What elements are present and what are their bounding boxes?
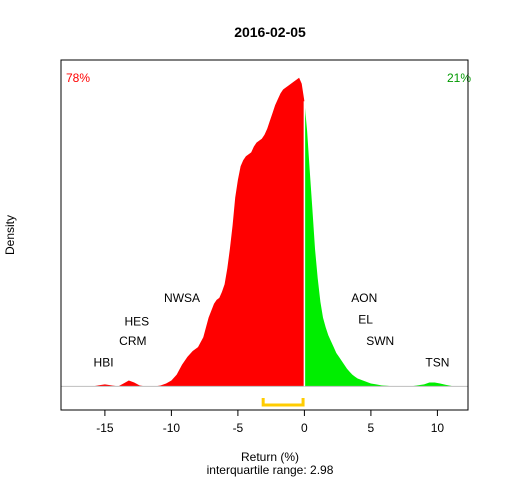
x-tick-label: 5 — [368, 421, 375, 435]
ticker-annotations: HBI CRM HES NWSA AON EL SWN TSN — [94, 291, 450, 370]
negative-return-area — [92, 77, 305, 387]
ticker-label-aon: AON — [351, 291, 377, 305]
ticker-label-swn: SWN — [366, 334, 394, 348]
x-tick-label: -10 — [163, 421, 181, 435]
positive-return-area — [304, 101, 454, 387]
ticker-label-el: EL — [358, 312, 373, 326]
x-tick-label: -15 — [96, 421, 114, 435]
density-area-layer — [61, 77, 468, 407]
y-axis-label: Density — [3, 215, 17, 255]
x-axis-label: Return (%) — [241, 450, 299, 464]
ticker-label-nwsa: NWSA — [164, 291, 200, 305]
x-tick-label: 0 — [301, 421, 308, 435]
ticker-label-hbi: HBI — [94, 356, 114, 370]
chart-subtitle: interquartile range: 2.98 — [207, 463, 334, 477]
x-tick-label: -5 — [233, 421, 244, 435]
plot-frame — [60, 59, 469, 411]
ticker-label-hes: HES — [124, 314, 149, 328]
percent-negative-label: 78% — [66, 71, 90, 85]
x-tick-label: 10 — [431, 421, 445, 435]
ticker-label-crm: CRM — [119, 334, 146, 348]
percent-positive-label: 21% — [447, 71, 471, 85]
x-axis: -15 -10 -5 0 5 10 — [96, 409, 445, 435]
iqr-bracket — [261, 398, 305, 407]
ticker-label-tsn: TSN — [425, 356, 449, 370]
chart-title: 2016-02-05 — [234, 24, 306, 40]
